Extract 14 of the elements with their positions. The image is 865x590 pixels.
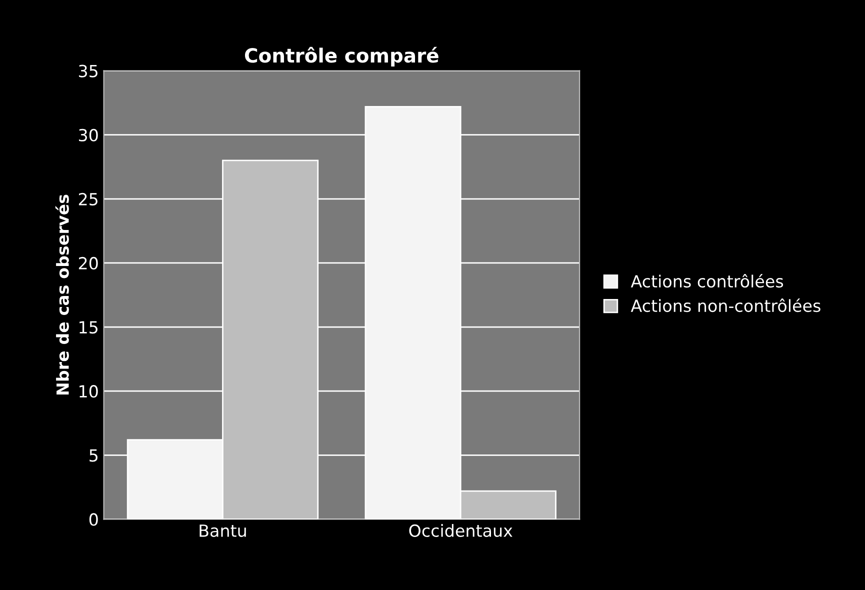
legend-label: Actions non-contrôlées: [630, 298, 820, 312]
y-tick-label: 35: [79, 64, 98, 78]
y-tick-label: 15: [80, 321, 98, 334]
x-tick-label: Occidentaux: [409, 524, 512, 537]
y-tick-label: 5: [90, 449, 98, 462]
x-tick-label: Bantu: [200, 524, 246, 537]
chart-title: Contrôle comparé: [244, 46, 438, 67]
y-tick-label: 20: [78, 256, 98, 270]
y-axis-title: Nbre de cas observés: [55, 194, 69, 394]
y-tick-label: 25: [78, 192, 98, 206]
y-tick-label: 10: [80, 385, 98, 398]
y-tick-label: 0: [89, 513, 98, 526]
legend-label: Actions contrôlées: [630, 274, 784, 288]
y-tick-label: 30: [79, 128, 98, 142]
